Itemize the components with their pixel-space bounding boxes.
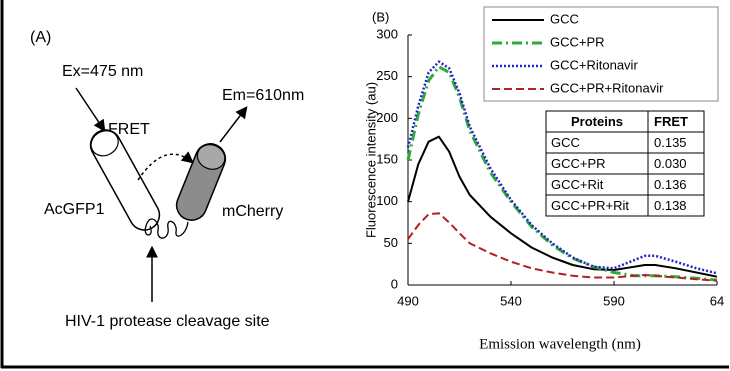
panel-a: (A) Ex=475 nm Em=610nm FRET AcGFP1 mCher… xyxy=(30,29,304,330)
y-tick-label: 100 xyxy=(376,193,398,208)
table-cell: GCC+PR+Rit xyxy=(551,198,629,213)
donor-label: AcGFP1 xyxy=(44,201,105,218)
y-tick-label: 200 xyxy=(376,110,398,125)
x-tick-label: 490 xyxy=(397,293,419,308)
table-cell: GCC xyxy=(551,135,580,150)
x-tick-label: 540 xyxy=(500,293,522,308)
linker xyxy=(144,218,189,239)
legend-label: GCC+Ritonavir xyxy=(550,57,638,72)
table-cell: 0.136 xyxy=(654,177,687,192)
x-axis-title: Emission wavelength (nm) xyxy=(479,336,641,352)
x-tick-label: 64 xyxy=(710,293,724,308)
x-tick-label: 590 xyxy=(603,293,625,308)
y-tick-label: 300 xyxy=(376,26,398,41)
table-header: Proteins xyxy=(571,114,623,129)
table-header: FRET xyxy=(654,114,688,129)
y-tick-label: 0 xyxy=(391,276,398,291)
acceptor-label: mCherry xyxy=(222,203,283,220)
fret-arrow xyxy=(137,151,194,181)
table-cell: 0.030 xyxy=(654,156,687,171)
fret-label: FRET xyxy=(108,121,150,138)
y-tick-label: 50 xyxy=(384,235,398,250)
emission-label: Em=610nm xyxy=(222,87,304,104)
y-axis-title: Fluorescence intensity (au) xyxy=(363,82,378,238)
acceptor-cylinder xyxy=(175,143,227,221)
panel-label: (A) xyxy=(30,29,51,46)
emission-arrow xyxy=(219,106,248,143)
table-cell: GCC+PR xyxy=(551,156,606,171)
table-cell: 0.135 xyxy=(654,135,687,150)
series-line xyxy=(407,212,718,282)
legend-label: GCC xyxy=(550,11,579,26)
series-line xyxy=(406,65,718,282)
series-line xyxy=(406,60,718,275)
table-cell: GCC+Rit xyxy=(551,177,604,192)
excitation-arrow xyxy=(75,87,106,132)
legend-label: GCC+PR+Ritonavir xyxy=(550,80,664,95)
table-box xyxy=(545,110,705,217)
excitation-label: Ex=475 nm xyxy=(62,63,143,80)
series-line xyxy=(407,135,718,278)
panel-b: (B) Emission wavelength (nm) Fluorescenc… xyxy=(363,6,724,352)
donor-cylinder xyxy=(89,129,161,231)
legend-label: GCC+PR xyxy=(550,34,605,49)
y-tick-label: 150 xyxy=(376,151,398,166)
cleavage-label: HIV-1 protease cleavage site xyxy=(65,313,270,330)
panel-label: (B) xyxy=(372,9,389,24)
table-cell: 0.138 xyxy=(654,198,687,213)
legend-box xyxy=(483,6,719,102)
y-tick-label: 250 xyxy=(376,68,398,83)
